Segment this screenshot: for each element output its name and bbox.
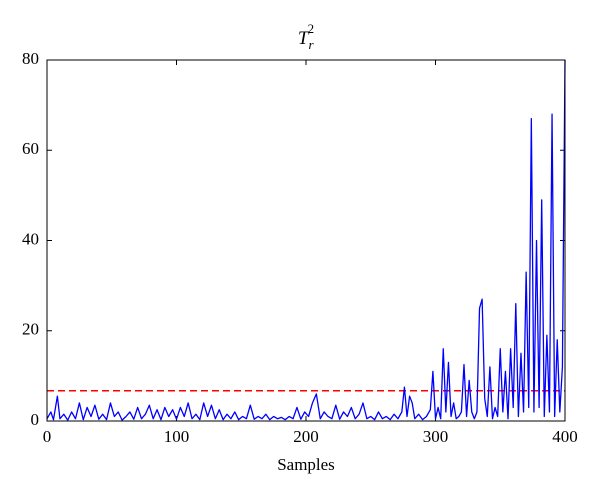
y-tick-label: 40 — [22, 229, 39, 248]
y-tick-label: 0 — [31, 410, 40, 429]
chart-title: Tr2 — [298, 21, 315, 52]
y-tick-label: 20 — [22, 320, 39, 339]
x-tick-label: 100 — [164, 427, 190, 446]
y-tick-label: 60 — [22, 139, 39, 158]
x-axis-label: Samples — [277, 455, 335, 474]
title-sub: r — [309, 37, 315, 52]
plot-frame — [46, 59, 566, 422]
title-sup: 2 — [308, 21, 315, 36]
x-tick-label: 0 — [43, 427, 52, 446]
x-tick-label: 200 — [293, 427, 319, 446]
title-base: T — [298, 28, 310, 49]
x-tick-label: 300 — [423, 427, 449, 446]
data-line — [46, 59, 566, 421]
y-tick-label: 80 — [22, 49, 39, 68]
x-tick-label: 400 — [552, 427, 578, 446]
